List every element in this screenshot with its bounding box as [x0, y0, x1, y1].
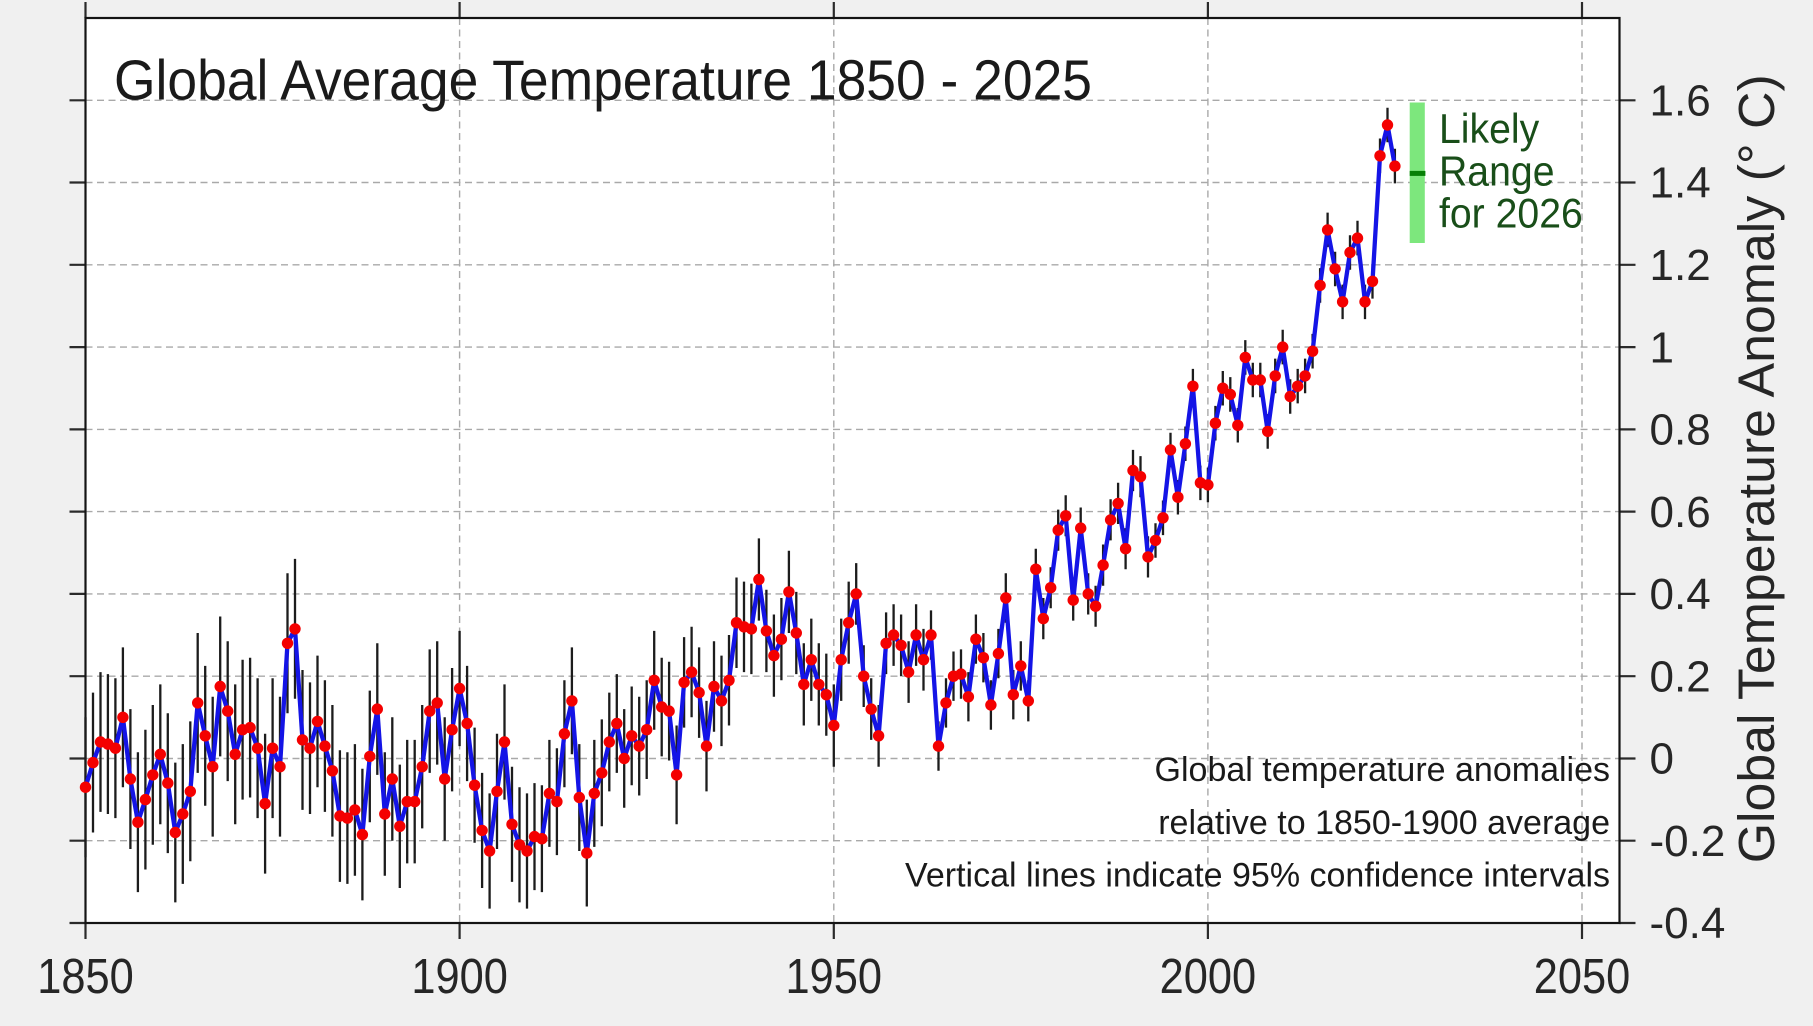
- svg-text:2050: 2050: [1534, 950, 1631, 1004]
- svg-text:for 2026: for 2026: [1439, 190, 1583, 237]
- svg-text:0: 0: [1650, 735, 1674, 784]
- svg-text:0.6: 0.6: [1650, 488, 1711, 537]
- svg-text:Global Average Temperature 185: Global Average Temperature 1850 - 2025: [114, 49, 1092, 113]
- svg-text:1.2: 1.2: [1650, 241, 1711, 290]
- svg-text:-0.4: -0.4: [1650, 899, 1726, 948]
- svg-text:0.2: 0.2: [1650, 652, 1711, 701]
- svg-text:1850: 1850: [37, 950, 134, 1004]
- svg-text:1950: 1950: [786, 950, 883, 1004]
- svg-text:0.4: 0.4: [1650, 570, 1711, 619]
- svg-text:1: 1: [1650, 323, 1674, 372]
- svg-text:1.6: 1.6: [1650, 77, 1711, 126]
- svg-text:Range: Range: [1439, 147, 1555, 194]
- svg-text:1900: 1900: [411, 950, 508, 1004]
- svg-text:Global Temperature Anomaly (°: Global Temperature Anomaly (° C): [1728, 74, 1785, 863]
- svg-text:-0.2: -0.2: [1650, 817, 1726, 866]
- svg-text:1.4: 1.4: [1650, 159, 1711, 208]
- svg-text:0.8: 0.8: [1650, 406, 1711, 455]
- svg-text:Global temperature anomalies: Global temperature anomalies: [1155, 751, 1610, 789]
- svg-text:2000: 2000: [1160, 950, 1257, 1004]
- svg-text:relative to 1850-1900 average: relative to 1850-1900 average: [1158, 804, 1610, 842]
- svg-text:Vertical lines indicate 95% co: Vertical lines indicate 95% confidence i…: [905, 857, 1610, 895]
- svg-text:Likely: Likely: [1439, 105, 1539, 152]
